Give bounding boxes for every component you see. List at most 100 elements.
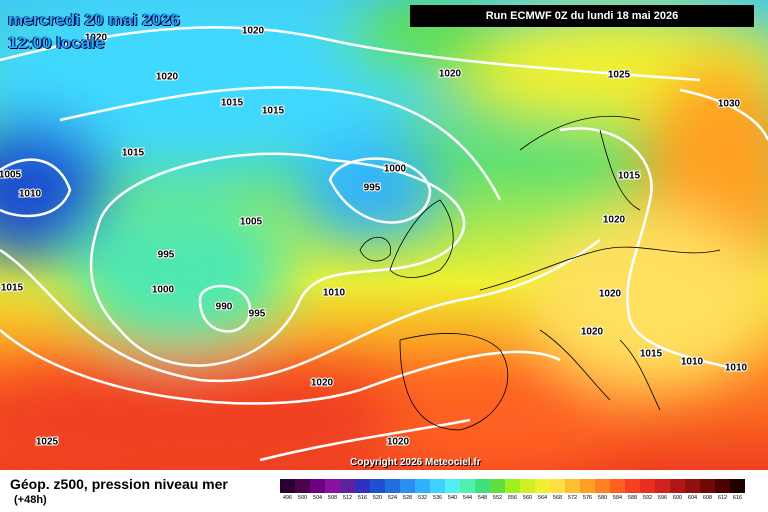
scale-label: 580 (598, 495, 607, 501)
scale-label: 512 (343, 495, 352, 501)
isobar-label: 990 (216, 302, 233, 313)
isobar-label: 995 (249, 309, 266, 320)
isobar-label: 1000 (384, 164, 407, 175)
isobar-label: 1010 (681, 357, 704, 368)
scale-label: 596 (658, 495, 667, 501)
scale-label: 500 (298, 495, 307, 501)
coastlines (359, 115, 721, 431)
isobar-label: 1020 (85, 33, 108, 44)
scale-label: 532 (418, 495, 427, 501)
scale-swatch (610, 479, 625, 493)
isobar-label: 1005 (0, 170, 22, 181)
scale-label: 496 (283, 495, 292, 501)
scale-label: 608 (703, 495, 712, 501)
isobar-label: 995 (158, 250, 175, 261)
scale-swatch (460, 479, 475, 493)
scale-label: 556 (508, 495, 517, 501)
scale-label: 544 (463, 495, 472, 501)
scale-swatch (490, 479, 505, 493)
scale-label: 524 (388, 495, 397, 501)
isobar-label: 1000 (152, 285, 175, 296)
isobar-label: 995 (364, 183, 381, 194)
copyright: Copyright 2026 Meteociel.fr (350, 457, 481, 468)
scale-label: 564 (538, 495, 547, 501)
isobar-label: 1020 (581, 327, 604, 338)
isobar-label: 1020 (439, 69, 462, 80)
scale-swatch (445, 479, 460, 493)
scale-label: 588 (628, 495, 637, 501)
date: mercredi 20 mai 2026 (8, 10, 181, 29)
scale-swatch (625, 479, 640, 493)
map-title: Géop. z500, pression niveau mer (10, 476, 228, 492)
isobar-label: 1010 (323, 288, 346, 299)
scale-swatch (505, 479, 520, 493)
scale-swatch (640, 479, 655, 493)
scale-swatch (310, 479, 325, 493)
scale-swatch (580, 479, 595, 493)
isobar-label: 1010 (725, 363, 748, 374)
scale-label: 592 (643, 495, 652, 501)
isobar-label: 1020 (242, 26, 265, 37)
map: 1020 1020 1020 1020 1025 1030 1015 1015 1015 1005… (0, 0, 768, 470)
isobar-label: 1015 (221, 98, 244, 109)
scale-label: 508 (328, 495, 337, 501)
scale-swatch (475, 479, 490, 493)
scale-swatch (355, 479, 370, 493)
scale-swatch (415, 479, 430, 493)
field-blobs (0, 0, 768, 470)
isobar-label: 1020 (387, 437, 410, 448)
scale-swatch (520, 479, 535, 493)
isobar-label: 1020 (599, 289, 622, 300)
scale-label: 576 (583, 495, 592, 501)
scale-label: 548 (478, 495, 487, 501)
scale-label: 604 (688, 495, 697, 501)
scale-label: 616 (733, 495, 742, 501)
scale-label: 560 (523, 495, 532, 501)
scale-swatch (670, 479, 685, 493)
isobar-label: 1020 (156, 72, 179, 83)
scale-swatch (655, 479, 670, 493)
scale-swatch (715, 479, 730, 493)
scale-swatch (595, 479, 610, 493)
isobar-label: 1025 (608, 70, 631, 81)
isobar-label: 1015 (122, 148, 145, 159)
scale-label: 600 (673, 495, 682, 501)
scale-swatch (700, 479, 715, 493)
scale-swatch (340, 479, 355, 493)
isobar-label: 1020 (311, 378, 334, 389)
time: 12:00 locale (8, 33, 105, 52)
isobar-label: 1015 (262, 106, 285, 117)
scale-label: 516 (358, 495, 367, 501)
scale-swatch (385, 479, 400, 493)
scale-swatch (370, 479, 385, 493)
scale-label: 504 (313, 495, 322, 501)
scale-swatch (730, 479, 745, 493)
isobar-label: 1020 (603, 215, 626, 226)
scale-label: 568 (553, 495, 562, 501)
scale-swatch (430, 479, 445, 493)
scale-label: 528 (403, 495, 412, 501)
scale-swatch (685, 479, 700, 493)
scale-label: 612 (718, 495, 727, 501)
scale-swatch (565, 479, 580, 493)
scale-label: 540 (448, 495, 457, 501)
scale-swatch (550, 479, 565, 493)
color-scale: 496 500 504 508 512 516 520 524 528 532 536 540 544 5… (280, 479, 745, 501)
scale-swatch (400, 479, 415, 493)
scale-swatch (325, 479, 340, 493)
isobar-label: 1005 (240, 217, 263, 228)
scale-label: 536 (433, 495, 442, 501)
isobar-label: 1015 (618, 171, 641, 182)
scale-label: 572 (568, 495, 577, 501)
lead-time: (+48h) (14, 494, 47, 506)
isobar-label: 1030 (718, 99, 741, 110)
scale-swatch (295, 479, 310, 493)
isobar-label: 1010 (19, 189, 42, 200)
isobar-label: 1025 (36, 437, 59, 448)
scale-label: 584 (613, 495, 622, 501)
run-info: Run ECMWF 0Z du lundi 18 mai 2026 (410, 5, 754, 27)
scale-swatch (280, 479, 295, 493)
isobar-label: 1015 (640, 349, 663, 360)
isobar-label: 1015 (1, 283, 24, 294)
